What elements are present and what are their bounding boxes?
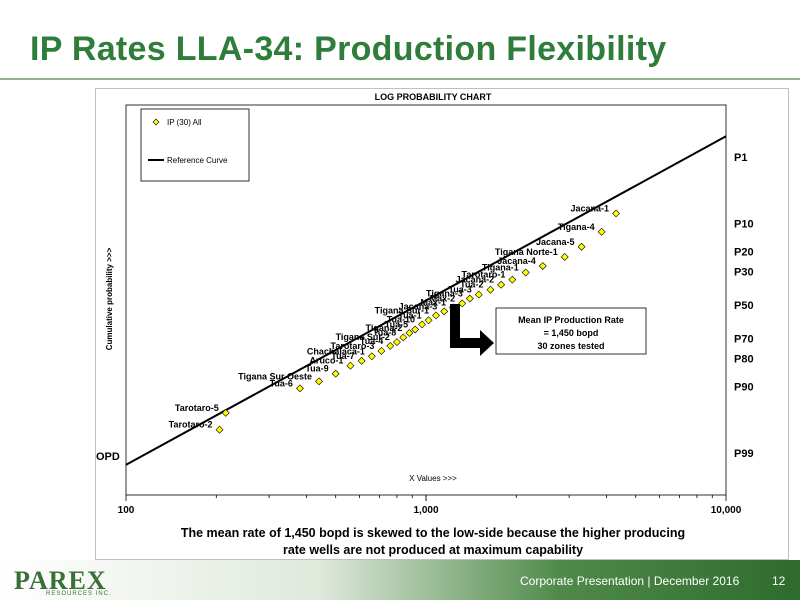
data-point-marker <box>440 307 449 316</box>
annotation-line-2: = 1,450 bopd <box>544 328 599 338</box>
data-point-label: Tua-3 <box>448 285 471 295</box>
x-tick-label: 1,000 <box>413 505 438 516</box>
data-point-marker <box>331 369 340 378</box>
footer-bar <box>0 560 800 600</box>
y-tick-label: P30 <box>734 267 754 279</box>
data-point-marker <box>508 275 517 284</box>
data-point-marker <box>386 342 395 350</box>
annotation-arrow <box>450 304 494 356</box>
x-tick-label: 10,000 <box>711 505 742 516</box>
slide-title: IP Rates LLA-34: Production Flexibility <box>30 30 667 68</box>
data-point-marker <box>315 377 323 386</box>
data-point-marker <box>465 294 474 303</box>
data-point-label: Tua-10 <box>387 314 415 324</box>
data-point-label: Chachalaca-1 <box>307 346 365 356</box>
chart-legend: IP (30) All Reference Curve <box>140 108 250 182</box>
y-tick-label: P99 <box>734 448 754 460</box>
bopd-label: BOPD <box>96 451 120 463</box>
data-point-marker <box>538 262 547 270</box>
chart-caption-line-1: The mean rate of 1,450 bopd is skewed to… <box>181 526 685 540</box>
data-point-marker <box>458 299 467 308</box>
data-point-label: Tua-4 <box>360 336 383 346</box>
data-point-label: Tigana-4 <box>558 222 595 232</box>
legend-entry-points: IP (30) All <box>167 118 202 127</box>
data-point-label: Tigana-1 <box>482 263 519 273</box>
data-point-marker <box>474 290 483 299</box>
chart-caption-line-2: rate wells are not produced at maximum c… <box>283 543 583 557</box>
data-point-marker <box>497 280 506 289</box>
annotation-line-1: Mean IP Production Rate <box>518 315 624 325</box>
data-point-label: Jacana-5 <box>536 237 575 247</box>
data-point-marker <box>424 316 433 325</box>
data-point-marker <box>405 329 414 337</box>
data-point-marker <box>399 333 408 342</box>
page-number: 12 <box>772 574 786 588</box>
data-point-label: Tua-7 <box>331 351 354 361</box>
x-tick-label: 100 <box>118 505 135 516</box>
data-point-label: Tua-9 <box>305 364 328 374</box>
data-point-marker <box>597 227 606 236</box>
chart-title: LOG PROBABILITY CHART <box>375 92 492 102</box>
parex-logo: PAREX <box>14 566 107 595</box>
data-point-label: Tua-5 <box>385 320 408 330</box>
data-point-marker <box>612 209 620 218</box>
y-tick-label: P20 <box>734 246 754 258</box>
data-point-marker <box>215 425 224 434</box>
y-tick-label: P70 <box>734 333 754 345</box>
data-point-marker <box>560 253 569 261</box>
data-point-label: Tua-8 <box>373 327 396 337</box>
data-point-label: Jacana-4 <box>497 256 536 266</box>
chart-frame: LOG PROBABILITY CHART 100 1,000 10,000 P1 P1… <box>95 88 789 560</box>
title-divider <box>0 78 800 80</box>
y-tick-label: P50 <box>734 300 754 312</box>
data-point-marker <box>432 311 440 320</box>
data-point-marker <box>486 285 495 294</box>
data-point-marker <box>221 408 230 417</box>
data-point-marker <box>357 356 366 365</box>
y-tick-label: P1 <box>734 152 747 164</box>
data-point-label: Jacana-2 <box>456 275 495 285</box>
x-axis-label: X Values >>> <box>409 474 457 483</box>
data-point-label: Tigana Sur-1 <box>375 305 429 315</box>
footer-text: Corporate Presentation | December 2016 <box>520 574 740 588</box>
data-point-label: Jacana-3 <box>399 301 438 311</box>
data-point-label: Max-1 <box>420 297 446 307</box>
data-point-label: Tigana Sur Oeste <box>238 371 312 381</box>
data-point-marker <box>346 361 355 370</box>
y-tick-label: P10 <box>734 218 754 230</box>
data-point-marker <box>367 352 376 361</box>
data-point-label: Tarotaro-3 <box>331 341 375 351</box>
data-point-label: Tigana Sur-2 <box>336 332 390 342</box>
data-point-label: Tigana Norte-1 <box>495 247 558 257</box>
data-point-marker <box>418 320 426 329</box>
data-point-marker <box>577 242 586 251</box>
data-point-label: Tua-2 <box>460 280 483 290</box>
data-point-label: Tarotaro-1 <box>461 270 505 280</box>
data-point-marker <box>411 325 420 334</box>
data-point-marker <box>521 268 530 277</box>
data-point-label: Jacana-1 <box>571 203 610 213</box>
y-tick-label: P80 <box>734 354 754 366</box>
y-tick-label: P90 <box>734 382 754 394</box>
data-point-label: Aruco-1 <box>309 356 343 366</box>
data-point-marker <box>393 338 401 347</box>
data-point-marker <box>296 384 304 393</box>
data-point-label: Tua-1 <box>398 310 421 320</box>
annotation-line-3: 30 zones tested <box>537 341 604 351</box>
legend-entry-line: Reference Curve <box>167 156 228 165</box>
mean-rate-annotation: Mean IP Production Rate = 1,450 bopd 30 … <box>450 304 647 356</box>
data-point-marker <box>377 347 386 355</box>
y-axis-label: Cumulative probability >>> <box>105 247 114 350</box>
data-point-label: Tarotaro-2 <box>169 420 213 430</box>
log-probability-chart: LOG PROBABILITY CHART 100 1,000 10,000 P1 P1… <box>96 89 788 559</box>
data-point-label: Tigana-3 <box>426 289 463 299</box>
data-point-label: Tigana-2 <box>366 323 403 333</box>
data-point-label: Tua-6 <box>270 378 293 388</box>
data-point-label: Tarotaro-5 <box>175 403 219 413</box>
data-point-label: Max-2 <box>430 293 456 303</box>
legend-diamond-marker <box>152 118 160 126</box>
parex-logo-subtext: RESOURCES INC. <box>46 591 112 597</box>
